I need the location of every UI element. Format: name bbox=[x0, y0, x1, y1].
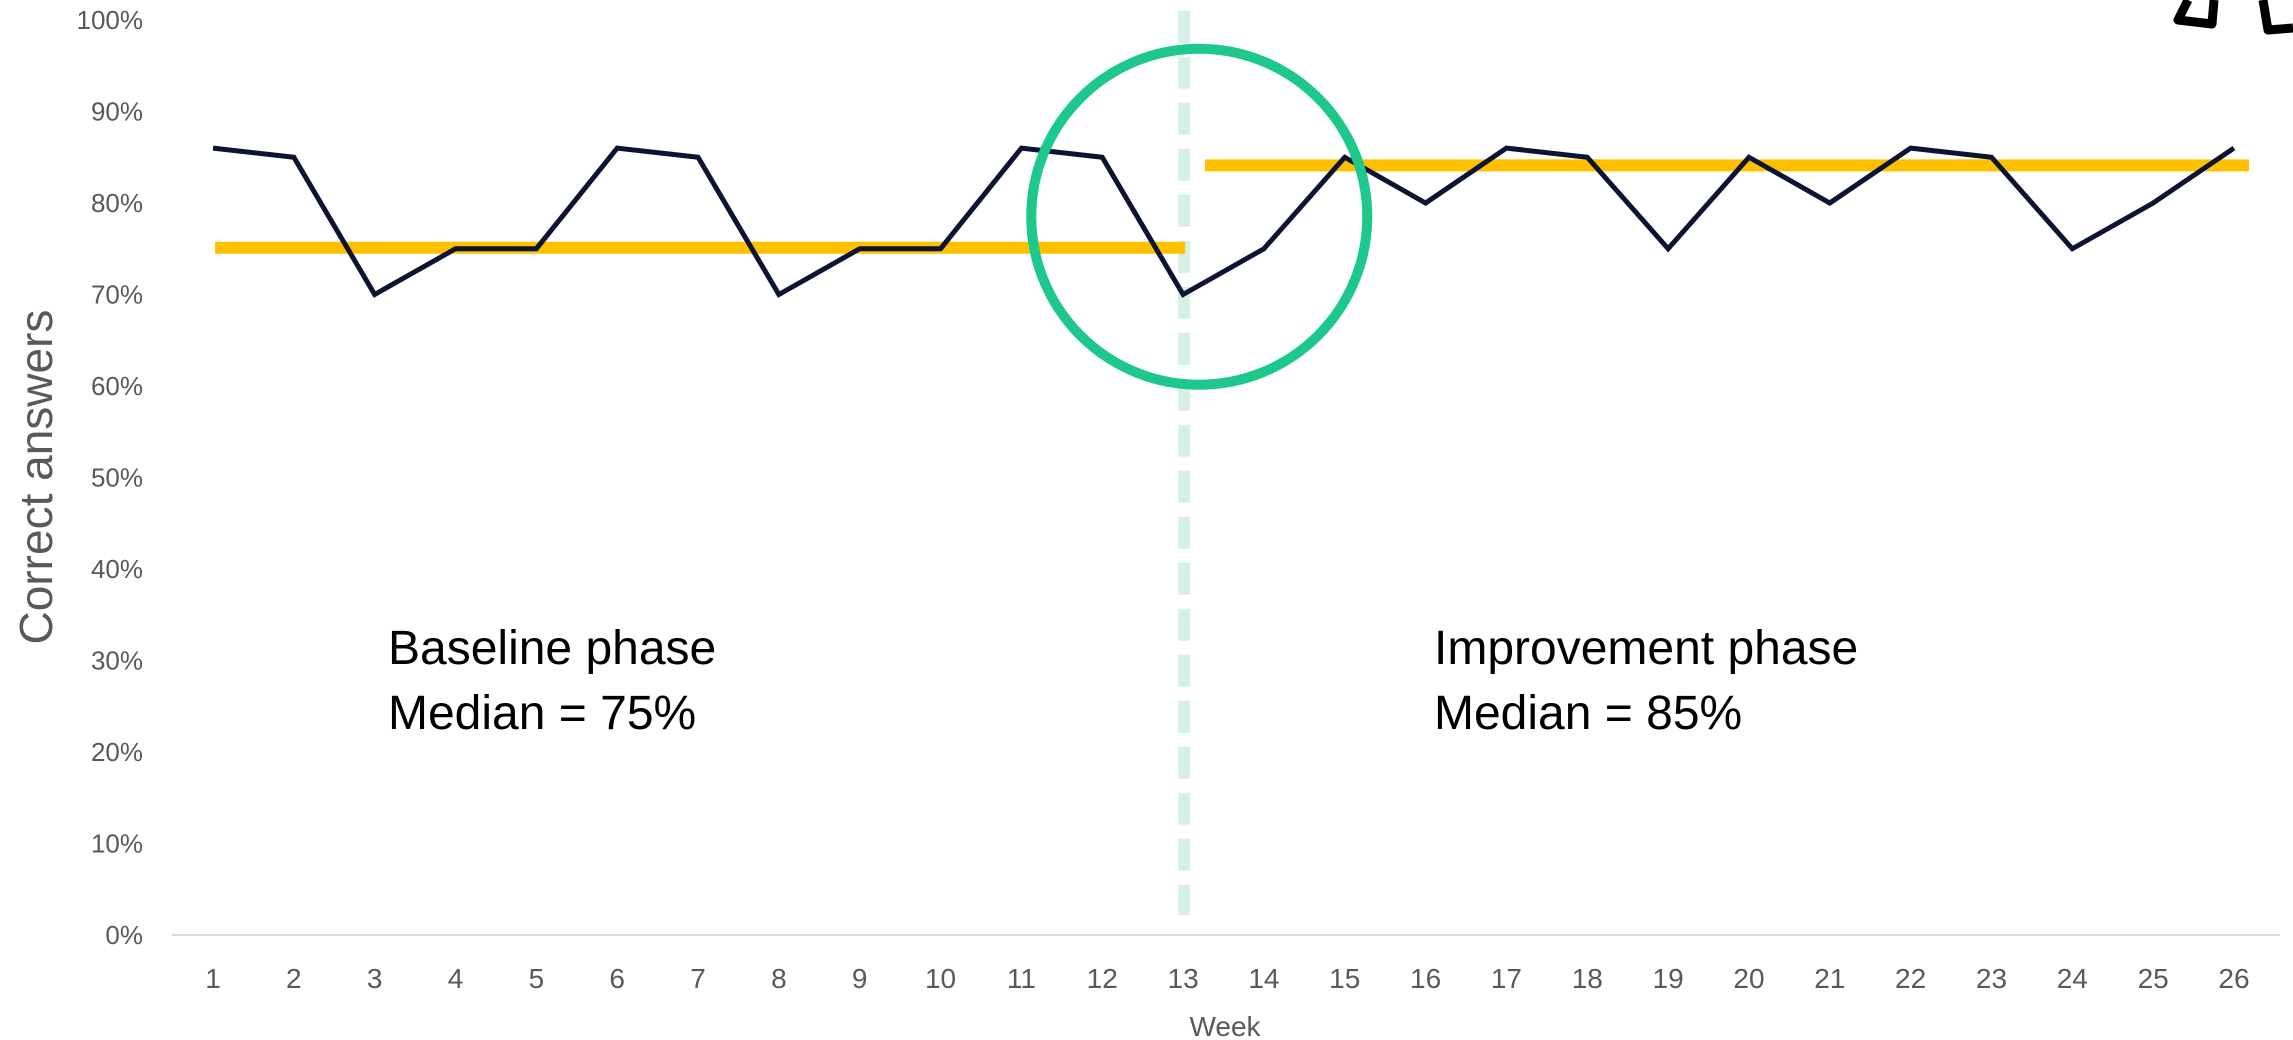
y-tick-label: 80% bbox=[91, 188, 143, 218]
y-tick-label: 0% bbox=[105, 920, 143, 950]
x-tick-label: 24 bbox=[2057, 963, 2088, 994]
baseline-annotation: Baseline phase Median = 75% bbox=[388, 622, 716, 740]
x-tick-label: 6 bbox=[609, 963, 625, 994]
x-axis-title: Week bbox=[1189, 1011, 1261, 1040]
x-tick-label: 14 bbox=[1248, 963, 1279, 994]
y-tick-label: 70% bbox=[91, 280, 143, 310]
y-tick-label: 100% bbox=[77, 5, 144, 35]
x-tick-label: 13 bbox=[1168, 963, 1199, 994]
x-tick-label: 16 bbox=[1410, 963, 1441, 994]
y-tick-label: 50% bbox=[91, 463, 143, 493]
x-tick-label: 11 bbox=[1007, 963, 1036, 994]
y-tick-label: 90% bbox=[91, 97, 143, 127]
x-tick-label: 17 bbox=[1491, 963, 1522, 994]
x-tick-label: 18 bbox=[1572, 963, 1603, 994]
x-tick-label: 20 bbox=[1733, 963, 1764, 994]
x-tick-label: 25 bbox=[2138, 963, 2169, 994]
y-tick-label: 40% bbox=[91, 554, 143, 584]
corner-logo-fragment bbox=[2173, 0, 2293, 35]
x-tick-label: 2 bbox=[286, 963, 302, 994]
highlight-circle bbox=[1026, 43, 1373, 390]
improvement-annotation: Improvement phase Median = 85% bbox=[1434, 622, 1858, 740]
improvement-median-label: Median = 85% bbox=[1434, 687, 1742, 740]
x-tick-label: 22 bbox=[1895, 963, 1926, 994]
y-tick-label: 60% bbox=[91, 371, 143, 401]
x-tick-label: 26 bbox=[2218, 963, 2249, 994]
x-tick-label: 21 bbox=[1814, 963, 1845, 994]
x-tick-label: 19 bbox=[1653, 963, 1684, 994]
y-axis-ticks: 0% 10% 20% 30% 40% 50% 60% 70% 80% 90% 100% bbox=[77, 5, 144, 950]
x-tick-label: 4 bbox=[448, 963, 464, 994]
series-line-path bbox=[212, 145, 2236, 298]
y-tick-label: 20% bbox=[91, 737, 143, 767]
series-line bbox=[212, 145, 2236, 298]
y-axis-title: Correct answers bbox=[10, 310, 62, 645]
y-tick-label: 30% bbox=[91, 646, 143, 676]
x-tick-label: 7 bbox=[690, 963, 706, 994]
x-tick-label: 9 bbox=[852, 963, 868, 994]
improvement-phase-label: Improvement phase bbox=[1434, 622, 1858, 675]
x-tick-label: 3 bbox=[367, 963, 383, 994]
highlight-circle-ring bbox=[1026, 43, 1373, 390]
x-tick-label: 10 bbox=[925, 963, 956, 994]
baseline-phase-label: Baseline phase bbox=[388, 622, 716, 675]
x-tick-label: 12 bbox=[1087, 963, 1118, 994]
baseline-median-label: Median = 75% bbox=[388, 687, 696, 740]
x-tick-label: 5 bbox=[529, 963, 545, 994]
x-axis-ticks: 1 2 3 4 5 6 7 8 9 10 11 12 13 14 15 16 17 18 19 20 21 22 23 24 2… bbox=[205, 963, 2249, 994]
x-tick-label: 15 bbox=[1329, 963, 1360, 994]
x-tick-label: 8 bbox=[771, 963, 787, 994]
x-tick-label: 23 bbox=[1976, 963, 2007, 994]
median-lines bbox=[215, 159, 2249, 254]
y-tick-label: 10% bbox=[91, 829, 143, 859]
x-tick-label: 1 bbox=[205, 963, 221, 994]
